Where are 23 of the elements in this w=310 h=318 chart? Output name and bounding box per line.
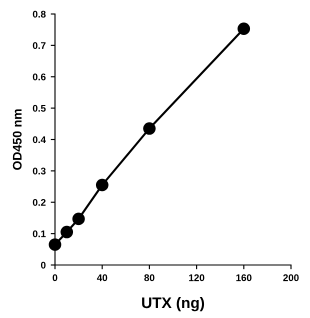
- point: [143, 122, 156, 135]
- y-tick-label: 0.4: [32, 136, 46, 144]
- point: [96, 178, 108, 192]
- y-tick-label: 0: [40, 262, 46, 269]
- y-tick-label: 0.7: [32, 42, 46, 49]
- point: [48, 238, 62, 251]
- point: [60, 226, 74, 238]
- x-tick-label: 80: [144, 274, 154, 282]
- x-axis-title: UTX (ng): [142, 296, 204, 312]
- y-tick-label: 0.1: [32, 230, 46, 238]
- x-tick-label: 120: [189, 274, 204, 282]
- x-tick-label: 160: [236, 274, 252, 282]
- point: [238, 22, 250, 35]
- y-tick-label: 0.2: [32, 198, 46, 206]
- y-tick-label: 0.6: [32, 73, 46, 80]
- x-tick-label: 40: [96, 274, 108, 282]
- x-tick-label: 200: [283, 274, 299, 282]
- y-tick-label: 0.3: [32, 168, 46, 175]
- y-axis-title: OD450 nm: [12, 109, 22, 170]
- x-tick-label: 0: [52, 274, 58, 282]
- y-tick-label: 0.8: [32, 10, 46, 18]
- y-tick-label: 0.5: [32, 104, 46, 112]
- point: [72, 212, 85, 226]
